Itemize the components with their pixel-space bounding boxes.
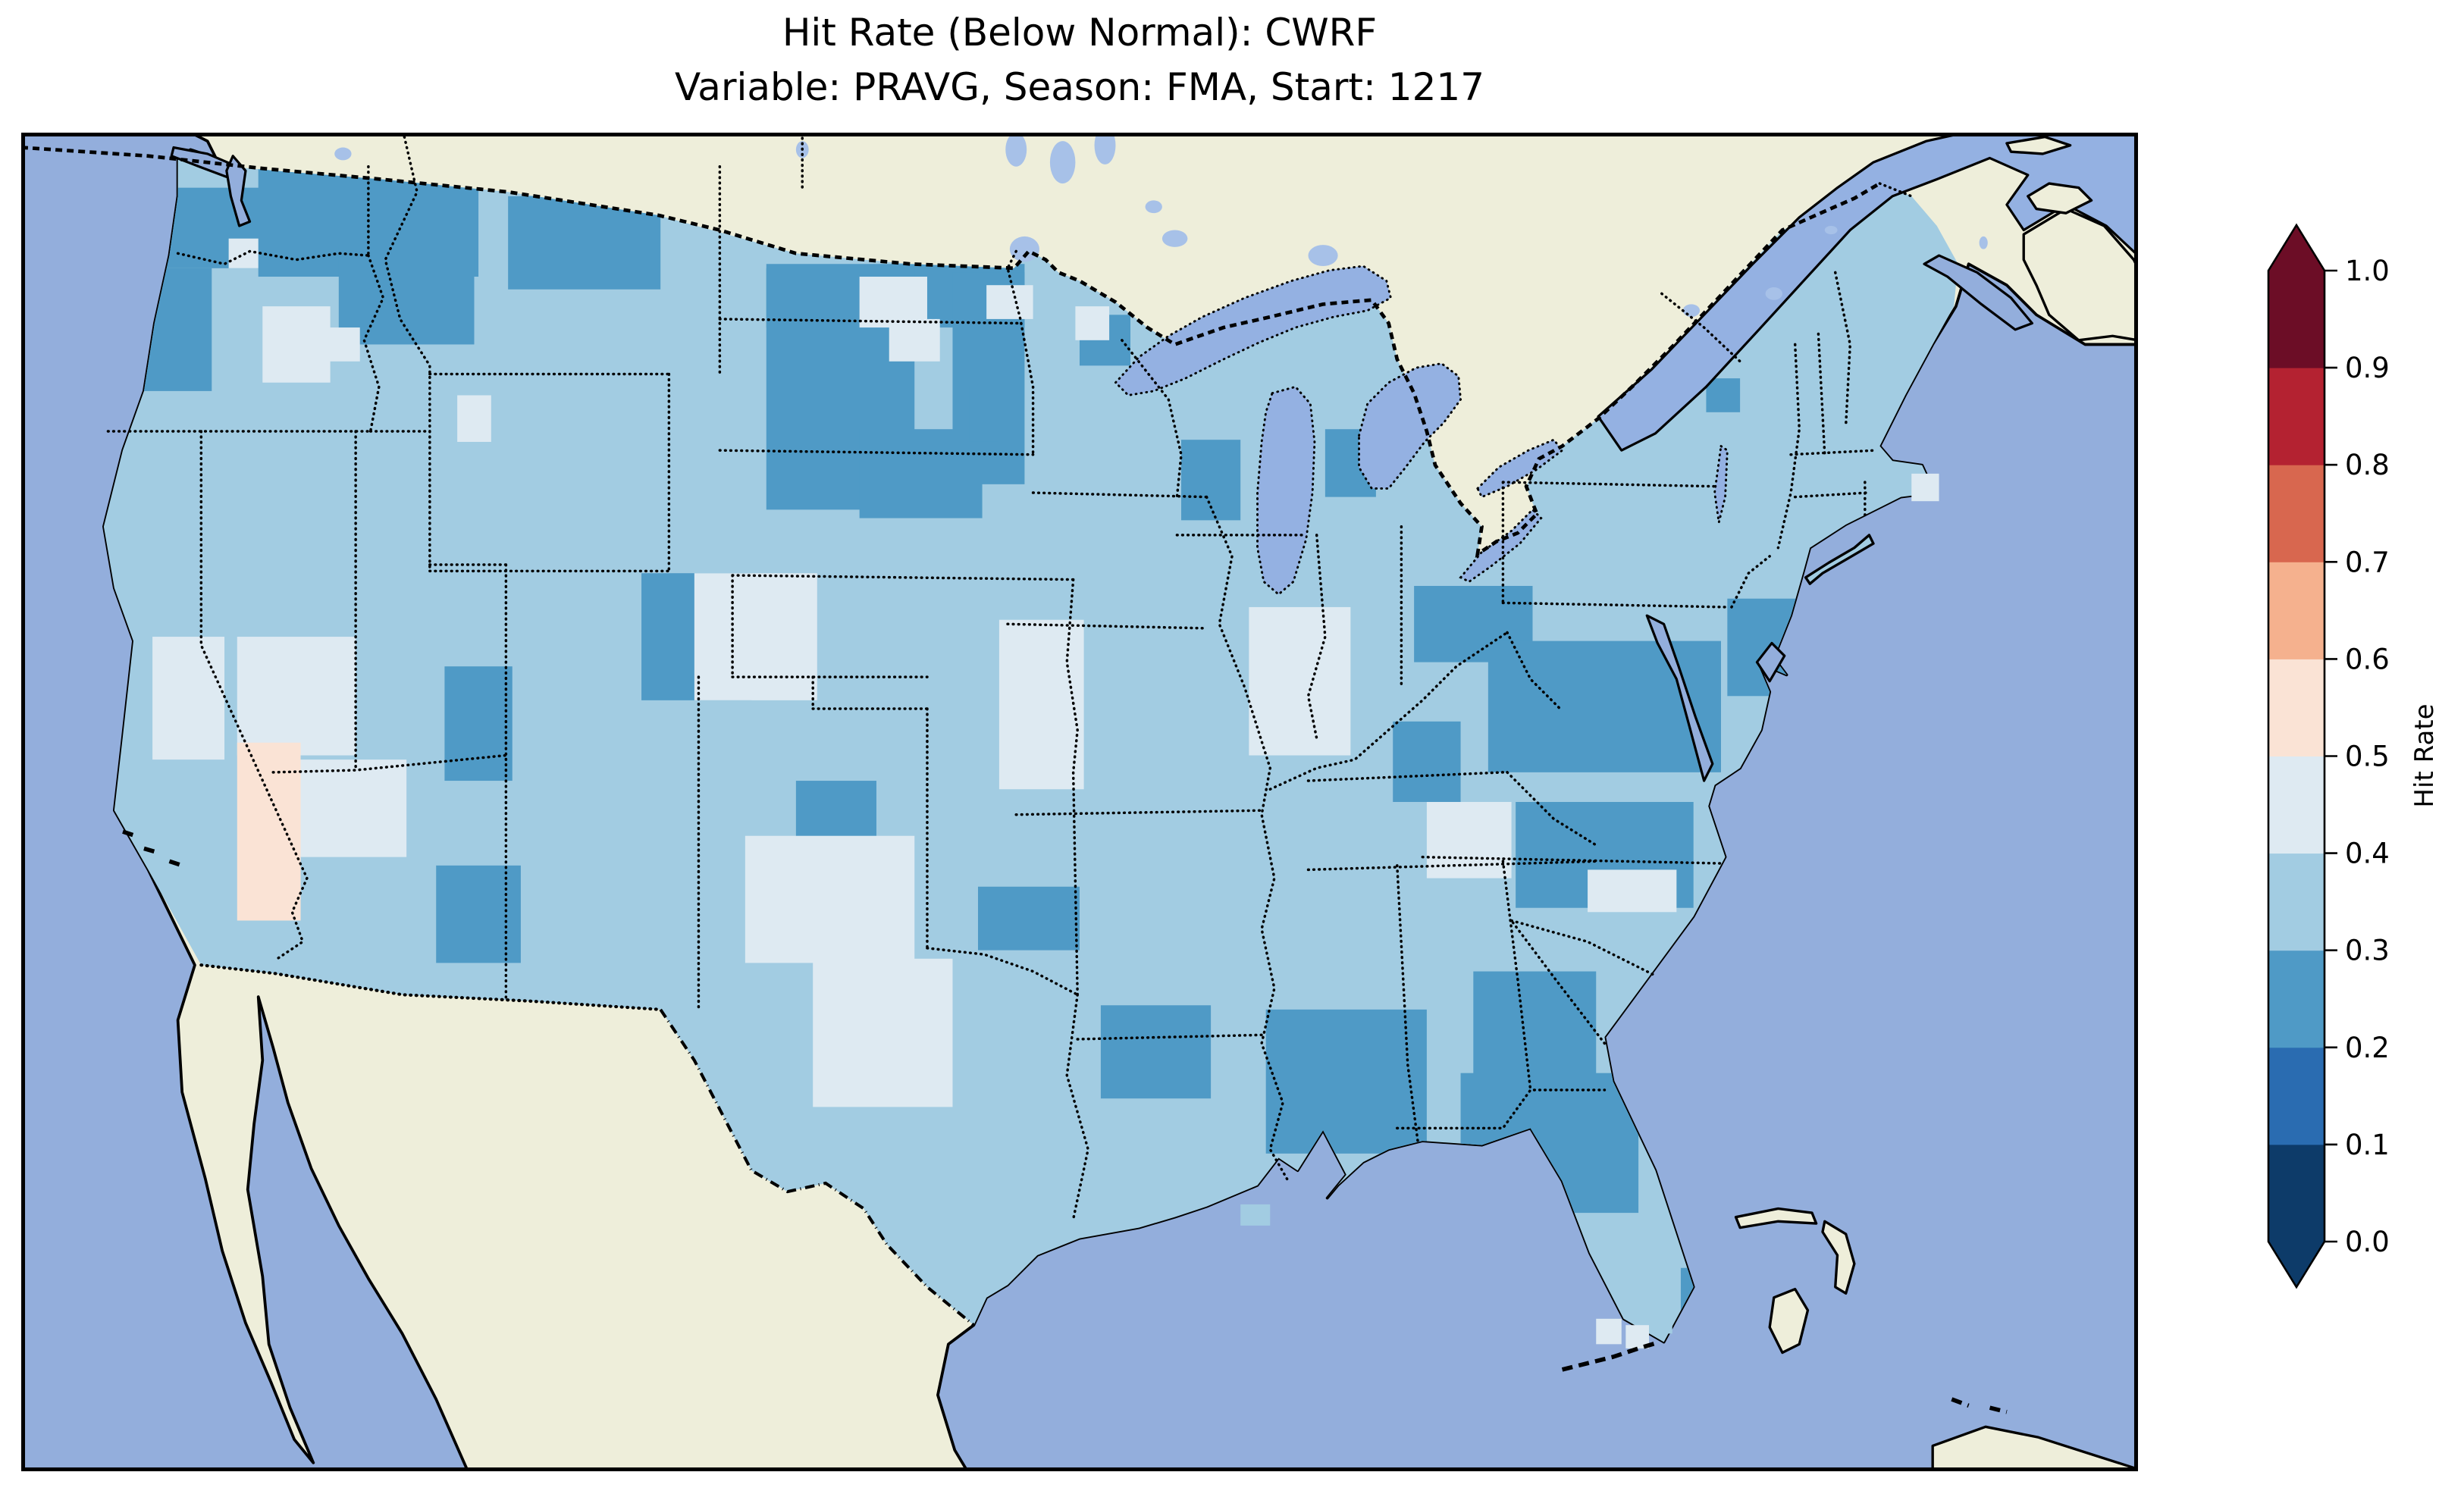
grand-bahama [1734, 1207, 1818, 1229]
svg-text:0.6: 0.6 [2345, 643, 2390, 675]
channel-islands [122, 829, 2008, 1414]
bay-of-fundy [1923, 254, 2034, 331]
svg-text:0.0: 0.0 [2345, 1226, 2390, 1258]
map-frame [21, 133, 2138, 1471]
delaware-bay [1755, 641, 1786, 683]
state-borders-west [106, 135, 671, 1003]
florida-keys [1561, 1339, 1660, 1372]
anticosti-island [2005, 135, 2072, 155]
svg-text:0.2: 0.2 [2345, 1032, 2390, 1064]
state-borders-plains [697, 164, 1263, 1221]
conus-hit-rate-map [21, 133, 2138, 1471]
st-lawrence-and-gulf [1597, 133, 2138, 452]
svg-text:0.1: 0.1 [2345, 1129, 2390, 1161]
svg-text:0.7: 0.7 [2345, 546, 2390, 578]
state-borders-south [1306, 771, 1723, 1147]
province-borders [801, 133, 1741, 363]
islands [122, 135, 2138, 1471]
svg-text:0.8: 0.8 [2345, 449, 2390, 481]
svg-text:1.0: 1.0 [2345, 255, 2390, 287]
state-borders-east [1501, 182, 1914, 710]
lake-superior [1114, 265, 1393, 397]
svg-text:0.5: 0.5 [2345, 741, 2390, 773]
puget-sound [225, 155, 252, 227]
lake-huron [1358, 362, 1462, 490]
lake-michigan [1256, 385, 1316, 597]
svg-text:0.9: 0.9 [2345, 352, 2390, 384]
rio-grande-border [659, 1008, 975, 1326]
colorbar-scale: 1.0 0.9 0.8 0.7 0.6 0.5 0.4 0.3 0.2 0.1 0.0 [2267, 223, 2390, 1289]
state-borders-midwest [1121, 339, 1509, 1181]
andros-island [1768, 1288, 1810, 1355]
chart-subtitle: Variable: PRAVG, Season: FMA, Start: 121… [674, 65, 1485, 109]
lake-champlain [1713, 444, 1729, 523]
nova-scotia [2022, 207, 2138, 342]
eleuthera [1821, 1220, 1856, 1295]
svg-text:0.4: 0.4 [2345, 838, 2390, 870]
colorbar: 1.0 0.9 0.8 0.7 0.6 0.5 0.4 0.3 0.2 0.1 0.0 [2267, 223, 2390, 1289]
colorbar-label: Hit Rate [2409, 703, 2440, 808]
state-borders [106, 133, 1914, 1221]
prince-edward-island [2027, 182, 2093, 215]
svg-text:0.3: 0.3 [2345, 935, 2390, 967]
cuba [1931, 1425, 2138, 1471]
chesapeake-bay [1645, 614, 1714, 782]
lake-ontario [1476, 438, 1564, 499]
long-island [1804, 534, 1875, 585]
small-canadian-lakes [334, 133, 2107, 318]
chart-title: Hit Rate (Below Normal): CWRF [782, 11, 1378, 55]
us-canada-border [21, 146, 1881, 559]
